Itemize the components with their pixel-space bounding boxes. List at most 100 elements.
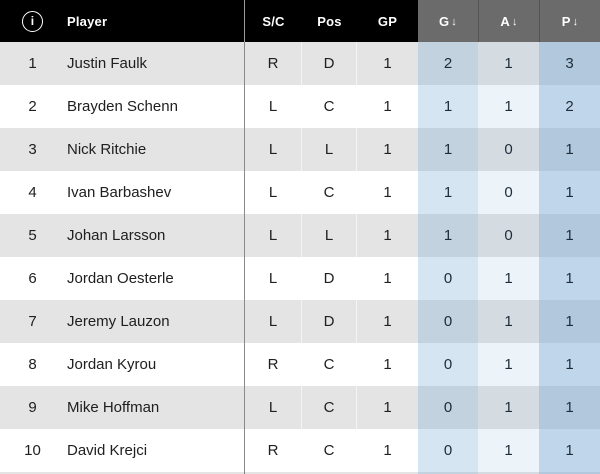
points-cell: 1 [539,300,600,343]
points-cell: 1 [539,343,600,386]
points-cell: 1 [539,214,600,257]
assists-cell: 1 [478,42,539,85]
rank-cell: 6 [28,270,37,287]
points-cell: 1 [539,257,600,300]
gp-cell: 1 [383,356,392,373]
assists-cell: 1 [478,85,539,128]
gp-cell: 1 [357,128,418,171]
table-header: i Player S/C Pos GP G ↓ A ↓ P ↓ [0,0,600,42]
pos-cell: C [302,429,357,472]
shoots-cell: L [244,85,302,128]
points-cell: 1 [539,386,600,429]
pos-cell: D [302,42,357,85]
player-cell: Johan Larsson [65,214,244,257]
assists-cell: 1 [478,429,539,472]
goals-cell: 1 [418,214,478,257]
table-row: 3 Nick Ritchie L L 1 1 0 1 [0,128,600,171]
gp-cell: 1 [383,442,392,459]
header-cell-points[interactable]: P ↓ [539,0,600,42]
player-cell: Jordan Oesterle [67,270,174,287]
assists-cell: 1 [478,386,539,429]
goals-cell: 1 [418,171,478,214]
shoots-cell: R [244,343,302,386]
table-row: 10 David Krejci R C 1 0 1 1 [0,429,600,472]
header-cell-player[interactable]: Player [65,0,244,42]
table-row: 4 Ivan Barbashev L C 1 1 0 1 [0,171,600,214]
rank-cell: 2 [28,98,37,115]
shoots-cell: L [244,300,302,343]
header-label-p: P [561,13,571,29]
player-cell: David Krejci [67,442,148,459]
goals-cell: 1 [418,128,478,171]
player-cell: Jordan Kyrou [67,356,157,373]
header-cell-shoots-catches[interactable]: S/C [244,0,302,42]
points-cell: 2 [539,85,600,128]
player-cell: Justin Faulk [65,42,244,85]
points-cell: 1 [539,171,600,214]
table-row-partial [0,472,600,474]
header-cell-info: i [0,0,65,42]
rank-cell: 7 [0,300,65,343]
shoots-cell: L [244,128,302,171]
rank-cell: 10 [24,442,41,459]
shoots-cell: R [244,42,302,85]
info-icon-glyph: i [30,14,35,28]
table-row: 5 Johan Larsson L L 1 1 0 1 [0,214,600,257]
gp-cell: 1 [383,270,392,287]
pos-cell: L [302,214,357,257]
goals-cell: 2 [418,42,478,85]
goals-cell: 0 [418,386,478,429]
table-row: 8 Jordan Kyrou R C 1 0 1 1 [0,343,600,386]
assists-cell: 0 [478,214,539,257]
player-cell: Ivan Barbashev [67,184,172,201]
sort-desc-icon: ↓ [511,16,518,28]
player-cell: Mike Hoffman [65,386,244,429]
gp-cell: 1 [383,184,392,201]
header-label-gp: GP [377,13,398,29]
rank-cell: 8 [28,356,37,373]
table-body: 1 Justin Faulk R D 1 2 1 3 2 Brayden Sch… [0,42,600,472]
points-cell: 3 [539,42,600,85]
header-label-sc: S/C [262,13,285,29]
header-cell-assists[interactable]: A ↓ [478,0,539,42]
player-cell: Brayden Schenn [67,98,178,115]
pos-cell: C [302,386,357,429]
sort-desc-icon: ↓ [451,16,457,28]
header-cell-games-played[interactable]: GP [357,0,418,42]
goals-cell: 0 [418,343,478,386]
assists-cell: 1 [478,257,539,300]
header-cell-goals[interactable]: G ↓ [418,0,478,42]
header-cell-position[interactable]: Pos [302,0,357,42]
assists-cell: 0 [478,171,539,214]
gp-cell: 1 [357,386,418,429]
player-cell: Jeremy Lauzon [65,300,244,343]
goals-cell: 0 [418,257,478,300]
gp-cell: 1 [357,214,418,257]
table-row: 1 Justin Faulk R D 1 2 1 3 [0,42,600,85]
header-label-player: Player [67,13,108,29]
goals-cell: 0 [418,300,478,343]
pos-cell: L [302,128,357,171]
assists-cell: 1 [478,343,539,386]
rank-cell: 1 [0,42,65,85]
header-label-g: G [438,13,450,29]
rank-cell: 4 [28,184,37,201]
rank-cell: 3 [0,128,65,171]
info-icon[interactable]: i [22,10,43,32]
table-row: 2 Brayden Schenn L C 1 1 1 2 [0,85,600,128]
gp-cell: 1 [357,300,418,343]
shoots-cell: L [244,171,302,214]
pos-cell: D [302,300,357,343]
pos-cell: C [302,343,357,386]
pos-cell: C [302,171,357,214]
player-cell: Nick Ritchie [65,128,244,171]
pos-cell: C [302,85,357,128]
sort-desc-icon: ↓ [572,16,579,28]
gp-cell: 1 [357,42,418,85]
assists-cell: 1 [478,300,539,343]
shoots-cell: R [244,429,302,472]
assists-cell: 0 [478,128,539,171]
table-row: 7 Jeremy Lauzon L D 1 0 1 1 [0,300,600,343]
goals-cell: 1 [418,85,478,128]
